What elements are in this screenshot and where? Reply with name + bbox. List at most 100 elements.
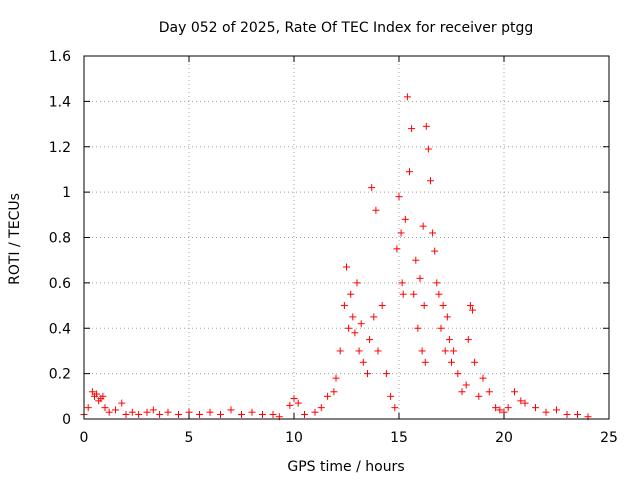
data-point bbox=[259, 410, 266, 418]
data-point bbox=[340, 302, 348, 310]
data-point bbox=[403, 93, 411, 101]
axis-ticks bbox=[83, 55, 610, 420]
data-point bbox=[496, 406, 504, 414]
y-tick-label: 0.4 bbox=[49, 321, 71, 337]
data-point bbox=[553, 406, 560, 414]
data-point bbox=[469, 306, 476, 314]
x-tick-label: 15 bbox=[390, 430, 408, 446]
data-points bbox=[80, 93, 592, 421]
data-point bbox=[359, 358, 367, 366]
data-point bbox=[353, 279, 361, 287]
data-point bbox=[311, 408, 319, 416]
data-point bbox=[135, 410, 143, 418]
data-point bbox=[378, 302, 386, 310]
data-point bbox=[431, 247, 439, 255]
data-point bbox=[118, 399, 126, 407]
data-point bbox=[448, 358, 455, 366]
data-point bbox=[479, 374, 487, 382]
y-tick-label: 0.8 bbox=[49, 231, 71, 247]
data-point bbox=[414, 324, 422, 332]
data-point bbox=[406, 168, 413, 176]
data-point bbox=[349, 313, 357, 321]
chart-title: Day 052 of 2025, Rate Of TEC Index for r… bbox=[159, 20, 534, 36]
data-point bbox=[382, 370, 390, 378]
data-point bbox=[370, 313, 378, 321]
data-point bbox=[175, 410, 182, 418]
x-tick-label: 25 bbox=[600, 430, 618, 446]
data-point bbox=[485, 388, 493, 396]
data-point bbox=[345, 324, 353, 332]
data-point bbox=[416, 274, 424, 282]
data-point bbox=[93, 390, 101, 398]
data-point bbox=[542, 408, 550, 416]
x-tick-label: 5 bbox=[185, 430, 194, 446]
data-point bbox=[393, 245, 401, 253]
data-point bbox=[450, 347, 458, 355]
data-point bbox=[99, 392, 107, 400]
y-tick-label: 1.4 bbox=[49, 94, 71, 110]
data-point bbox=[445, 336, 453, 344]
data-point bbox=[143, 408, 151, 416]
data-point bbox=[248, 408, 256, 416]
y-tick-label: 1 bbox=[62, 185, 71, 201]
y-tick-label: 1.2 bbox=[49, 140, 71, 156]
data-point bbox=[443, 313, 451, 321]
data-point bbox=[517, 397, 525, 405]
data-point bbox=[366, 336, 374, 344]
data-point bbox=[521, 399, 529, 407]
data-point bbox=[88, 388, 96, 396]
data-point bbox=[424, 145, 432, 153]
data-point bbox=[374, 347, 382, 355]
data-point bbox=[395, 193, 403, 201]
data-point bbox=[391, 404, 399, 412]
data-point bbox=[196, 410, 203, 418]
x-tick-label: 0 bbox=[80, 430, 89, 446]
data-point bbox=[574, 410, 581, 418]
data-point bbox=[532, 404, 539, 412]
data-point bbox=[330, 388, 338, 396]
data-point bbox=[410, 290, 418, 298]
x-axis-label: GPS time / hours bbox=[287, 459, 404, 475]
data-point bbox=[355, 347, 363, 355]
data-point bbox=[504, 404, 512, 412]
data-point bbox=[101, 404, 109, 412]
data-point bbox=[399, 290, 407, 298]
y-tick-label: 0.6 bbox=[49, 276, 71, 292]
data-point bbox=[351, 329, 359, 337]
data-point bbox=[511, 388, 518, 396]
data-point bbox=[149, 406, 157, 414]
data-point bbox=[357, 320, 365, 328]
data-point bbox=[437, 324, 445, 332]
data-point bbox=[84, 404, 92, 412]
data-point bbox=[368, 184, 376, 192]
data-point bbox=[475, 392, 483, 400]
data-point bbox=[347, 290, 355, 298]
data-point bbox=[408, 125, 416, 133]
data-point bbox=[227, 406, 235, 414]
data-point bbox=[324, 392, 332, 400]
data-point bbox=[398, 279, 406, 287]
data-point bbox=[294, 399, 302, 407]
data-point bbox=[454, 370, 462, 378]
y-tick-label: 0.2 bbox=[49, 367, 71, 383]
data-point bbox=[156, 410, 164, 418]
data-point bbox=[372, 206, 380, 214]
data-point bbox=[466, 302, 474, 310]
data-point bbox=[492, 404, 500, 412]
data-point bbox=[122, 410, 130, 418]
data-point bbox=[286, 401, 294, 409]
data-point bbox=[206, 408, 214, 416]
data-point bbox=[439, 302, 447, 310]
data-point bbox=[419, 222, 427, 230]
x-tick-label: 10 bbox=[285, 430, 303, 446]
data-point bbox=[418, 347, 426, 355]
data-point bbox=[462, 381, 470, 389]
data-point bbox=[420, 302, 428, 310]
data-point bbox=[433, 279, 441, 287]
data-point bbox=[422, 122, 430, 130]
y-tick-labels: 0 0.2 0.4 0.6 0.8 1 1.2 1.4 1.6 bbox=[49, 49, 71, 428]
data-point bbox=[336, 347, 344, 355]
x-tick-label: 20 bbox=[495, 430, 513, 446]
